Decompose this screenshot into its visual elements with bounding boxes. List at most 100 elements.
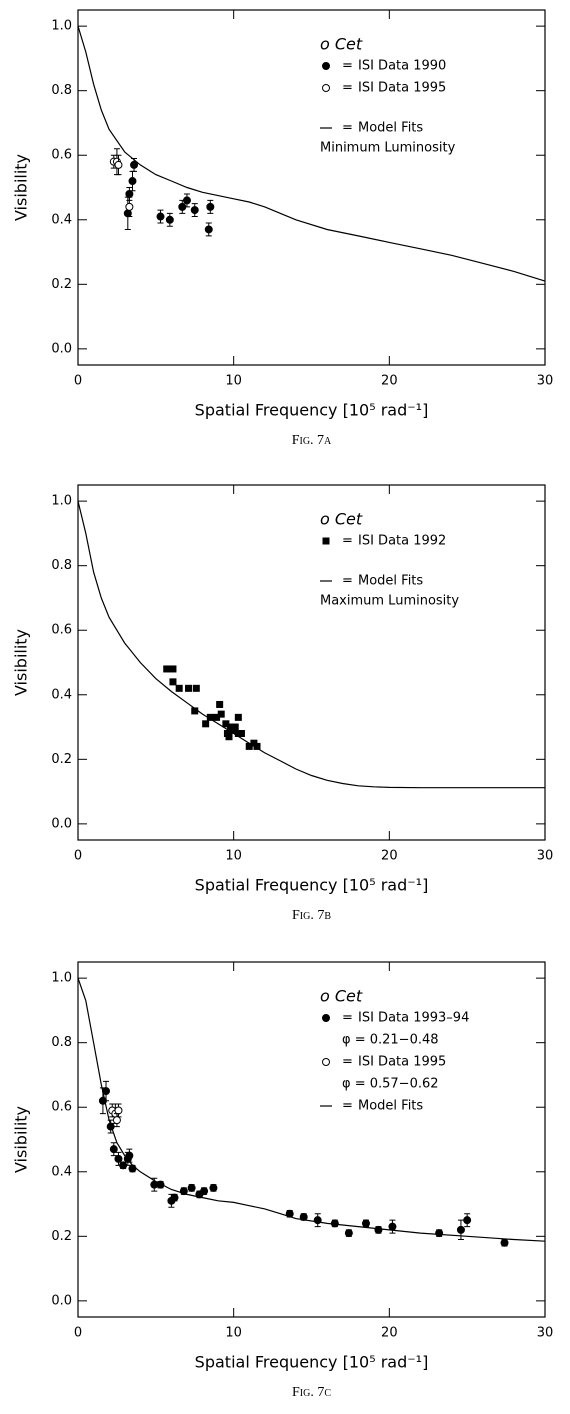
marker: [109, 1145, 118, 1154]
legend-separator: =: [342, 59, 353, 74]
marker: [114, 1154, 123, 1163]
y-axis-label: Visibility: [12, 1106, 31, 1173]
annotation: Maximum Luminosity: [320, 594, 459, 609]
marker: [225, 733, 233, 741]
marker: [163, 665, 171, 673]
legend-marker: [322, 84, 330, 92]
x-tick-label: 20: [381, 374, 398, 389]
marker: [169, 678, 177, 686]
marker: [128, 1164, 137, 1173]
marker: [222, 720, 230, 728]
marker: [213, 713, 221, 721]
x-tick-label: 20: [381, 1326, 398, 1341]
y-tick-label: 0.4: [51, 212, 72, 227]
legend-marker: [322, 62, 330, 70]
caption: Fig. 7c: [292, 1385, 331, 1400]
annotation: Minimum Luminosity: [320, 141, 456, 156]
y-tick-label: 0.2: [51, 277, 72, 292]
marker: [187, 1183, 196, 1192]
marker: [463, 1216, 472, 1225]
y-tick-label: 0.4: [51, 687, 72, 702]
legend-label: ISI Data 1995: [358, 81, 446, 96]
marker: [245, 742, 253, 750]
marker: [216, 700, 224, 708]
legend-separator: =: [342, 574, 353, 589]
y-tick-label: 0.6: [51, 1100, 72, 1115]
plot-frame: [77, 9, 546, 366]
marker: [191, 707, 199, 715]
y-tick-label: 1.0: [51, 971, 72, 986]
legend-separator: =: [342, 1011, 353, 1026]
marker: [344, 1229, 353, 1238]
y-tick-label: 0.4: [51, 1164, 72, 1179]
legend-separator: =: [342, 534, 353, 549]
marker: [388, 1222, 397, 1231]
y-tick-label: 0.0: [51, 816, 72, 831]
marker: [170, 1193, 179, 1202]
y-tick-label: 0.8: [51, 1035, 72, 1050]
marker: [204, 225, 213, 234]
marker: [253, 742, 261, 750]
marker: [128, 177, 137, 186]
x-tick-label: 30: [537, 1326, 554, 1341]
legend-label: Model Fits: [358, 121, 423, 136]
marker: [374, 1225, 383, 1234]
marker: [206, 713, 214, 721]
marker: [114, 160, 123, 169]
x-axis-label: Spatial Frequency [10⁵ rad⁻¹]: [195, 401, 429, 420]
x-tick-label: 10: [225, 849, 242, 864]
marker: [123, 209, 132, 218]
legend-marker: [322, 1058, 330, 1066]
model-line: [77, 977, 546, 1242]
legend-separator: =: [342, 121, 353, 136]
marker: [435, 1229, 444, 1238]
legend-marker: [322, 1014, 330, 1022]
legend-separator: =: [342, 1099, 353, 1114]
marker: [182, 196, 191, 205]
plot-frame: [77, 961, 546, 1318]
marker: [125, 189, 134, 198]
y-tick-label: 0.6: [51, 148, 72, 163]
marker: [206, 202, 215, 211]
marker: [231, 723, 239, 731]
model-line: [77, 500, 545, 789]
marker: [192, 684, 200, 692]
legend-label: ISI Data 1990: [358, 59, 446, 74]
x-tick-label: 0: [74, 1326, 82, 1341]
y-tick-label: 0.2: [51, 1229, 72, 1244]
legend-label: ISI Data 1992: [358, 534, 446, 549]
marker: [456, 1225, 465, 1234]
y-tick-label: 1.0: [51, 19, 72, 34]
marker: [234, 713, 242, 721]
marker: [112, 1116, 121, 1125]
caption: Fig. 7a: [292, 433, 332, 448]
marker: [190, 206, 199, 215]
legend-title: o Cet: [320, 987, 363, 1006]
marker: [500, 1238, 509, 1247]
y-tick-label: 0.2: [51, 752, 72, 767]
marker: [209, 1183, 218, 1192]
y-tick-label: 1.0: [51, 494, 72, 509]
marker: [125, 202, 134, 211]
legend-label: ISI Data 1993–94: [358, 1011, 469, 1026]
y-tick-label: 0.8: [51, 83, 72, 98]
x-tick-label: 0: [74, 849, 82, 864]
x-tick-label: 0: [74, 374, 82, 389]
y-tick-label: 0.8: [51, 558, 72, 573]
legend-note: φ = 0.57−0.62: [342, 1077, 439, 1092]
x-tick-label: 10: [225, 374, 242, 389]
marker: [185, 684, 193, 692]
marker: [202, 720, 210, 728]
marker: [130, 160, 139, 169]
marker: [114, 1106, 123, 1115]
marker: [361, 1219, 370, 1228]
y-axis-label: Visibility: [12, 154, 31, 221]
legend-title: o Cet: [320, 35, 363, 54]
caption: Fig. 7b: [292, 908, 331, 923]
legend-label: Model Fits: [358, 1099, 423, 1114]
legend-separator: =: [342, 1055, 353, 1070]
x-tick-label: 30: [537, 849, 554, 864]
marker: [299, 1212, 308, 1221]
marker: [156, 212, 165, 221]
